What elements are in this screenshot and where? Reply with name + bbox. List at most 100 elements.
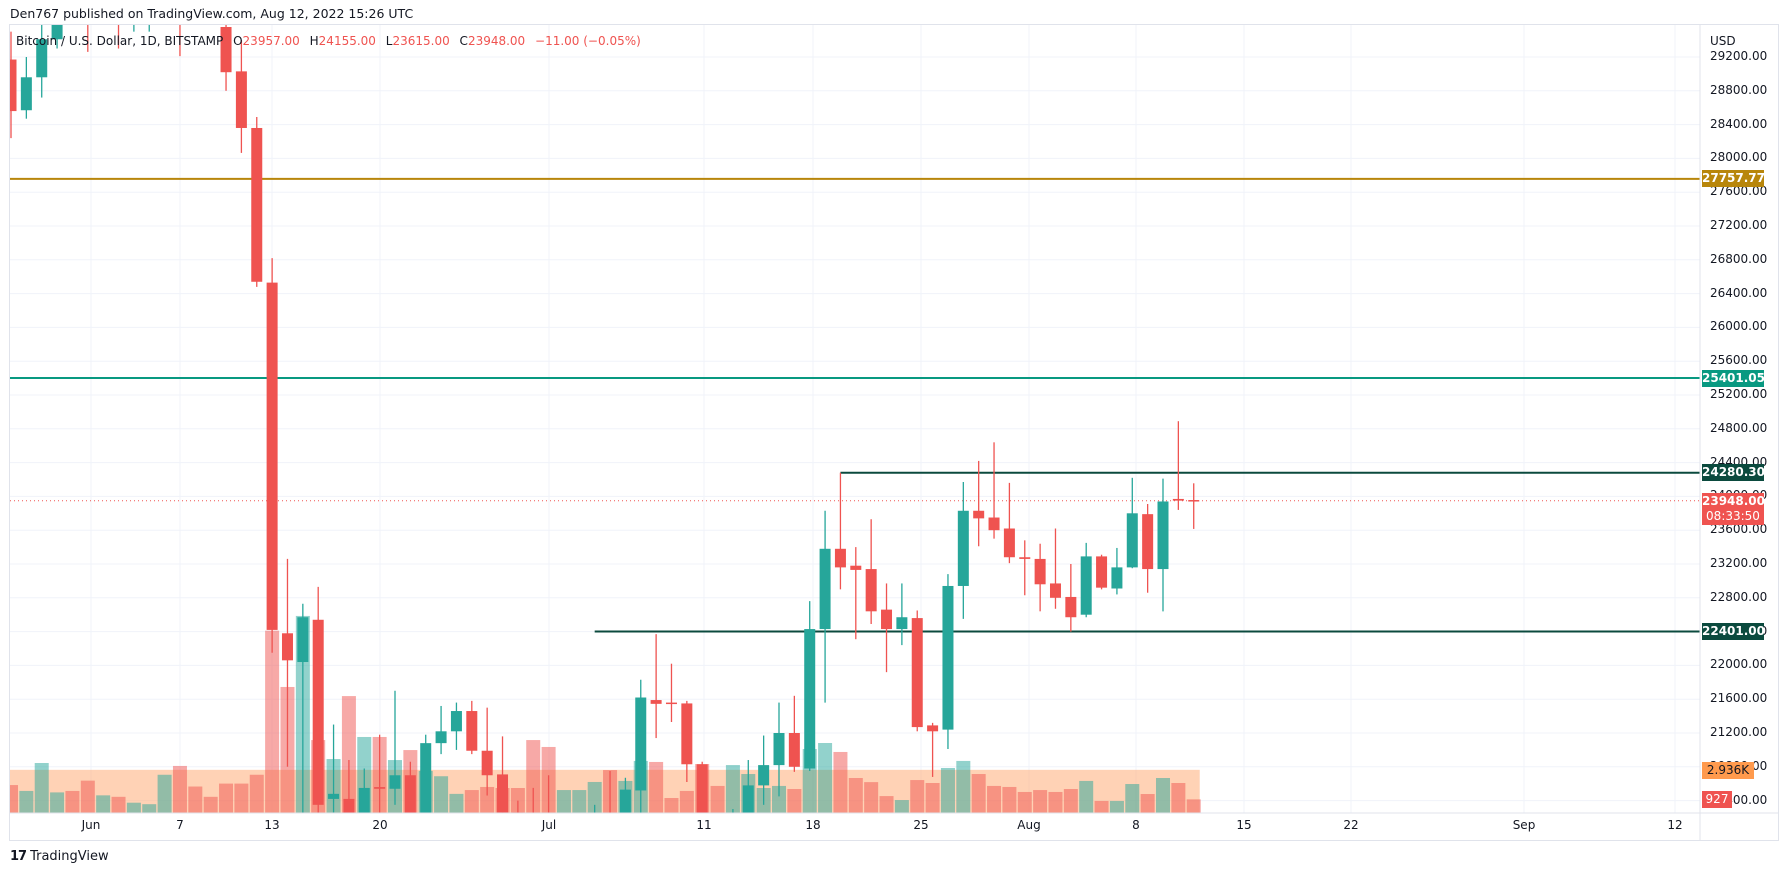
candle xyxy=(251,127,263,282)
price-tick: 28000.00 xyxy=(1710,150,1768,165)
candle xyxy=(1142,514,1154,570)
volume-bar xyxy=(1156,778,1170,813)
volume-bar xyxy=(910,780,925,813)
level-tag-24280: 24280.30 xyxy=(1702,464,1766,482)
candle xyxy=(1111,567,1123,589)
volume-bar xyxy=(172,765,187,813)
volume-bar xyxy=(987,785,1002,813)
volume-bar xyxy=(879,796,894,813)
candle xyxy=(650,700,662,704)
candle xyxy=(727,816,738,875)
candle xyxy=(1065,596,1077,618)
candle xyxy=(235,71,247,128)
candle xyxy=(1034,558,1046,585)
close-label: C xyxy=(459,34,468,48)
price-tick: 29200.00 xyxy=(1710,49,1768,63)
last-price-value: 23948.00 xyxy=(1702,493,1766,508)
volume-bar xyxy=(1109,800,1124,813)
volume-bar xyxy=(65,790,80,813)
candle xyxy=(788,733,800,767)
open-value: 23957.00 xyxy=(242,34,300,48)
candle xyxy=(758,765,770,786)
candle xyxy=(896,617,908,630)
candle xyxy=(128,1,139,15)
candle xyxy=(297,617,309,663)
volume-bar xyxy=(10,785,18,813)
volume-bar xyxy=(1171,783,1186,813)
candle xyxy=(819,548,831,630)
candle xyxy=(481,750,493,776)
volume-bar xyxy=(587,781,602,813)
candle xyxy=(1096,556,1108,588)
time-tick: Jun xyxy=(81,818,101,832)
open-label: O xyxy=(233,34,243,48)
candle xyxy=(312,619,324,805)
volume-bar xyxy=(464,790,479,813)
volume-bar xyxy=(971,774,986,813)
volume-bar xyxy=(1079,780,1094,813)
candle xyxy=(911,618,923,728)
candle xyxy=(328,793,340,799)
candle xyxy=(497,774,509,813)
time-tick: 18 xyxy=(805,818,821,832)
price-tick: 28400.00 xyxy=(1710,116,1768,131)
volume-bar xyxy=(818,743,833,813)
volume-tag: 927 xyxy=(1702,791,1732,809)
time-tick: 8 xyxy=(1132,818,1140,832)
time-tick: 20 xyxy=(372,818,388,832)
volume-bar xyxy=(219,783,234,813)
volume-bar xyxy=(1033,790,1048,813)
volume-bar xyxy=(96,795,111,813)
time-tick: Aug xyxy=(1017,818,1041,832)
candle xyxy=(1126,513,1138,568)
price-tick: 23600.00 xyxy=(1710,522,1768,537)
candle xyxy=(51,25,63,40)
price-tick: 21600.00 xyxy=(1710,691,1768,706)
price-tick: 23200.00 xyxy=(1710,556,1768,570)
volume-bar xyxy=(833,751,848,813)
candle xyxy=(466,711,478,751)
footer-brand[interactable]: 17 TradingView xyxy=(10,849,109,864)
currency-label: USD xyxy=(1710,34,1736,48)
last-price-tag: 23948.00 08:33:50 xyxy=(1702,492,1766,525)
volume-bar xyxy=(34,763,49,813)
volume-bar xyxy=(1063,789,1078,813)
volume-bar xyxy=(249,774,264,813)
candle xyxy=(1172,498,1184,501)
time-tick: Jul xyxy=(541,818,557,832)
time-tick: 12 xyxy=(1667,818,1683,832)
candle xyxy=(834,548,846,568)
chart-frame xyxy=(9,24,1779,841)
candle xyxy=(619,789,631,813)
time-tick: 7 xyxy=(176,818,184,832)
volume-bar xyxy=(894,800,909,813)
time-tick: 11 xyxy=(696,818,712,832)
volume-bar xyxy=(925,783,940,813)
volume-bar xyxy=(1094,800,1109,813)
volume-bar xyxy=(526,740,541,813)
candle xyxy=(1080,556,1092,615)
volume-bar xyxy=(772,785,786,813)
candle xyxy=(742,785,754,813)
candle xyxy=(512,812,524,813)
level-tag-25401: 25401.05 xyxy=(1702,369,1766,387)
price-tick: 21200.00 xyxy=(1710,725,1768,739)
level-tag-22401: 22401.00 xyxy=(1702,623,1766,640)
volume-bar xyxy=(50,792,65,813)
candle xyxy=(20,77,32,111)
candle xyxy=(712,838,723,875)
candle xyxy=(1003,528,1015,558)
candle xyxy=(773,733,785,766)
price-tick: 26000.00 xyxy=(1710,319,1768,334)
volume-bar xyxy=(111,796,126,813)
candle xyxy=(404,775,416,813)
candle xyxy=(98,0,109,6)
symbol-name: Bitcoin / U.S. Dollar, 1D, BITSTAMP xyxy=(16,34,224,48)
price-tick: 25200.00 xyxy=(1710,387,1768,401)
plot-area[interactable] xyxy=(4,0,1700,875)
candle xyxy=(865,569,877,612)
candle xyxy=(358,787,370,813)
candle xyxy=(10,59,17,112)
candle xyxy=(665,702,677,705)
